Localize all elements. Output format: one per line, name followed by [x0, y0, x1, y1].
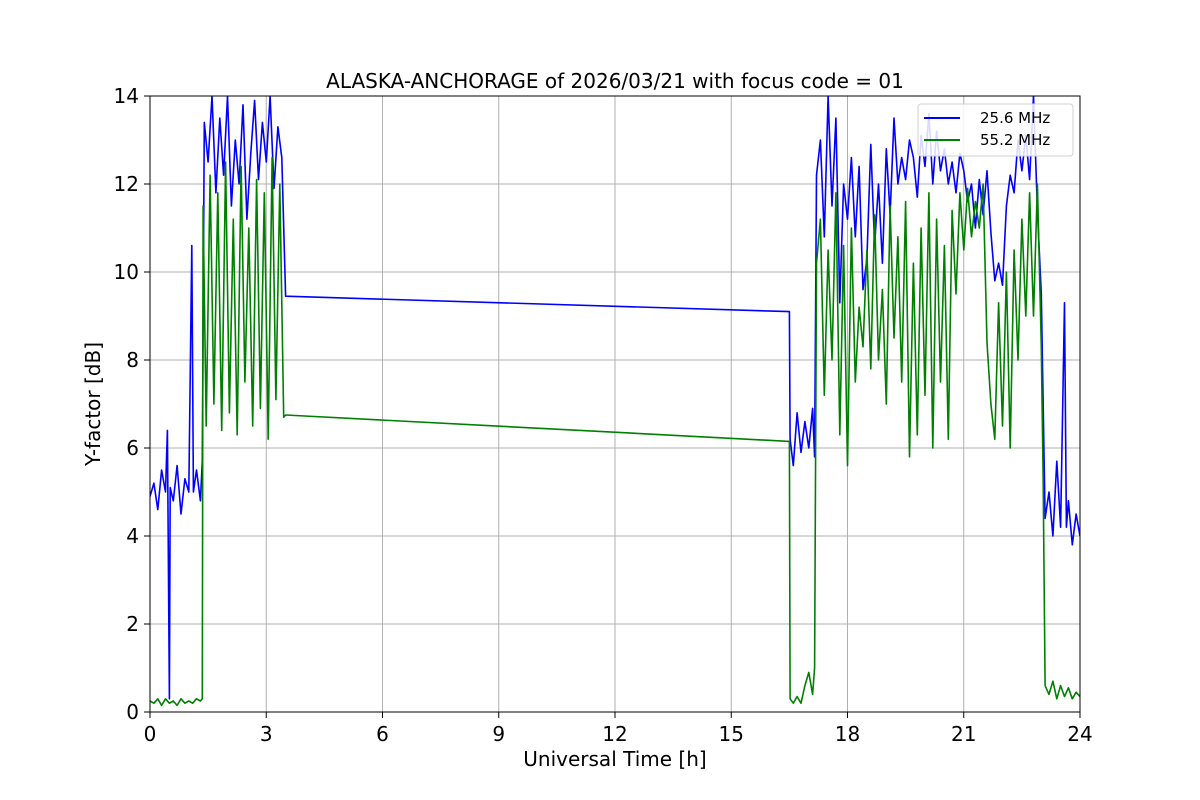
- legend-label-1: 25.6 MHz: [980, 109, 1050, 127]
- x-tick-label: 12: [602, 722, 627, 746]
- y-tick-label: 2: [126, 612, 139, 636]
- x-tick-label: 15: [719, 722, 744, 746]
- y-tick-label: 4: [126, 524, 139, 548]
- x-tick-label: 18: [835, 722, 860, 746]
- series-line-1: [150, 96, 1080, 700]
- y-axis-title: Y-factor [dB]: [81, 342, 105, 467]
- y-tick-label: 8: [126, 348, 139, 372]
- y-tick-label: 6: [126, 436, 139, 460]
- series-layer: [150, 96, 1080, 707]
- x-tick-label: 0: [144, 722, 157, 746]
- y-tick-label: 14: [114, 84, 139, 108]
- x-tick-label: 21: [951, 722, 976, 746]
- x-tick-label: 24: [1067, 722, 1092, 746]
- x-tick-label: 3: [260, 722, 273, 746]
- legend: 25.6 MHz 55.2 MHz: [917, 103, 1074, 157]
- y-tick-label: 0: [126, 700, 139, 724]
- y-tick-label: 12: [114, 172, 139, 196]
- x-tick-label: 6: [376, 722, 389, 746]
- legend-label-2: 55.2 MHz: [980, 131, 1050, 149]
- y-tick-label: 10: [114, 260, 139, 284]
- x-tick-label: 9: [492, 722, 505, 746]
- chart-title: ALASKA-ANCHORAGE of 2026/03/21 with focu…: [326, 69, 904, 93]
- series-line-2: [150, 156, 1080, 707]
- x-axis-title: Universal Time [h]: [523, 747, 706, 771]
